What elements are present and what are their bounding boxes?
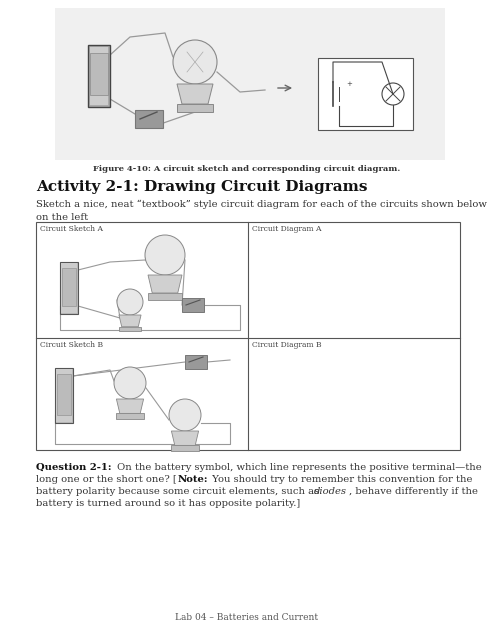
- Text: Note:: Note:: [178, 475, 208, 484]
- Circle shape: [173, 40, 217, 84]
- Bar: [148, 293, 182, 300]
- Text: diodes: diodes: [314, 487, 347, 496]
- Bar: [62, 268, 76, 306]
- Bar: [57, 374, 71, 415]
- Bar: [116, 413, 144, 419]
- Bar: [177, 104, 213, 112]
- Bar: [119, 326, 141, 332]
- Text: Activity 2-1: Drawing Circuit Diagrams: Activity 2-1: Drawing Circuit Diagrams: [36, 180, 367, 194]
- Circle shape: [169, 399, 201, 431]
- Bar: [90, 47, 108, 105]
- Text: , behave differently if the: , behave differently if the: [349, 487, 478, 496]
- Text: Circuit Diagram A: Circuit Diagram A: [252, 225, 321, 233]
- Bar: [88, 45, 110, 107]
- Bar: [135, 110, 163, 128]
- Bar: [185, 355, 207, 369]
- Text: Figure 4-10: A circuit sketch and corresponding circuit diagram.: Figure 4-10: A circuit sketch and corres…: [94, 165, 400, 173]
- Text: long one or the short one? [: long one or the short one? [: [36, 475, 177, 484]
- Polygon shape: [119, 315, 141, 326]
- Text: battery polarity because some circuit elements, such as: battery polarity because some circuit el…: [36, 487, 322, 496]
- Text: Circuit Sketch B: Circuit Sketch B: [40, 341, 103, 349]
- Text: Sketch a nice, neat “textbook” style circuit diagram for each of the circuits sh: Sketch a nice, neat “textbook” style cir…: [36, 200, 487, 222]
- Polygon shape: [171, 431, 198, 445]
- Text: Circuit Diagram B: Circuit Diagram B: [252, 341, 322, 349]
- Bar: [60, 262, 78, 314]
- Bar: [55, 368, 73, 423]
- Bar: [36, 222, 460, 450]
- Text: battery is turned around so it has opposite polarity.]: battery is turned around so it has oppos…: [36, 499, 300, 508]
- Text: On the battery symbol, which line represents the positive terminal—the: On the battery symbol, which line repres…: [114, 463, 482, 472]
- Bar: [90, 53, 108, 95]
- Polygon shape: [148, 275, 182, 293]
- Circle shape: [145, 235, 185, 275]
- Polygon shape: [116, 399, 144, 413]
- Bar: [61, 263, 77, 313]
- Text: Question 2-1:: Question 2-1:: [36, 463, 111, 472]
- Bar: [318, 58, 413, 130]
- Circle shape: [117, 289, 143, 315]
- Text: You should try to remember this convention for the: You should try to remember this conventi…: [209, 475, 473, 484]
- Text: +: +: [346, 81, 352, 87]
- Bar: [56, 369, 72, 422]
- Circle shape: [382, 83, 404, 105]
- Text: Circuit Sketch A: Circuit Sketch A: [40, 225, 103, 233]
- Circle shape: [114, 367, 146, 399]
- Bar: [55, 8, 445, 160]
- Bar: [171, 445, 198, 451]
- Polygon shape: [177, 84, 213, 104]
- Bar: [182, 298, 204, 312]
- Text: Lab 04 – Batteries and Current: Lab 04 – Batteries and Current: [175, 613, 319, 622]
